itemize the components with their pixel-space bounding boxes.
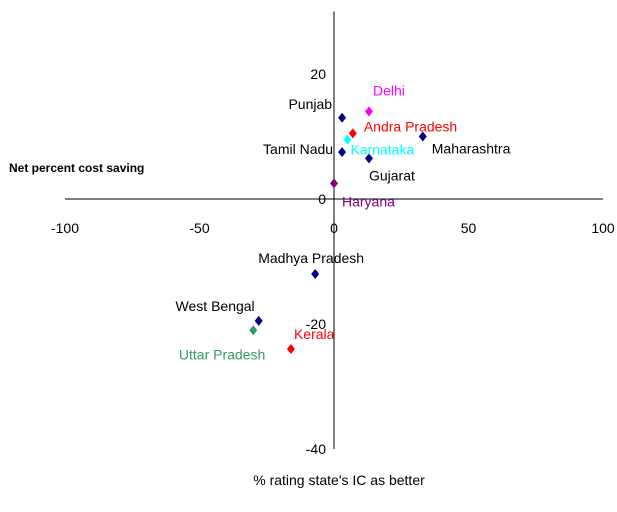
label-karnataka: Karnataka: [350, 142, 414, 158]
tick-labels: -100 -50 0 50 100 20 0 -20 -40: [51, 66, 615, 457]
label-uttar-pradesh: Uttar Pradesh: [179, 346, 265, 362]
y-axis-label: Net percent cost saving: [9, 161, 145, 175]
x-axis-label: % rating state's IC as better: [253, 472, 425, 488]
x-tick-label: 0: [330, 220, 338, 236]
y-tick-label: -20: [306, 316, 326, 332]
x-tick-label: -100: [51, 220, 79, 236]
x-tick-label: -50: [189, 220, 209, 236]
point-west-bengal: [254, 315, 263, 326]
point-tamil-nadu: [338, 147, 347, 158]
label-tamil-nadu: Tamil Nadu: [263, 141, 333, 157]
y-tick-label: -40: [306, 441, 326, 457]
point-maharashtra: [418, 131, 427, 142]
axes: [65, 11, 603, 449]
point-gujarat: [364, 153, 373, 164]
point-haryana: [330, 178, 338, 189]
x-tick-label: 100: [591, 220, 615, 236]
point-labels: Delhi Punjab Andra Pradesh Karnataka Maharas…: [176, 83, 511, 363]
label-haryana: Haryana: [342, 193, 395, 209]
point-uttar-pradesh: [249, 325, 258, 336]
label-andra-pradesh: Andra Pradesh: [364, 118, 457, 134]
label-delhi: Delhi: [373, 83, 405, 99]
point-kerala: [286, 344, 295, 354]
label-punjab: Punjab: [288, 96, 332, 112]
point-karnataka: [343, 134, 352, 145]
point-madhya-pradesh: [311, 269, 320, 279]
label-west-bengal: West Bengal: [176, 298, 255, 314]
point-punjab: [338, 112, 347, 123]
label-kerala: Kerala: [294, 326, 335, 342]
label-maharashtra: Maharashtra: [432, 141, 511, 157]
point-andra-pradesh: [348, 128, 357, 139]
y-tick-label: 20: [310, 66, 326, 82]
point-delhi: [364, 106, 373, 117]
label-gujarat: Gujarat: [369, 167, 415, 183]
label-madhya-pradesh: Madhya Pradesh: [258, 250, 364, 266]
x-tick-label: 50: [461, 220, 477, 236]
y-tick-label: 0: [318, 191, 326, 207]
data-points: [249, 106, 427, 354]
